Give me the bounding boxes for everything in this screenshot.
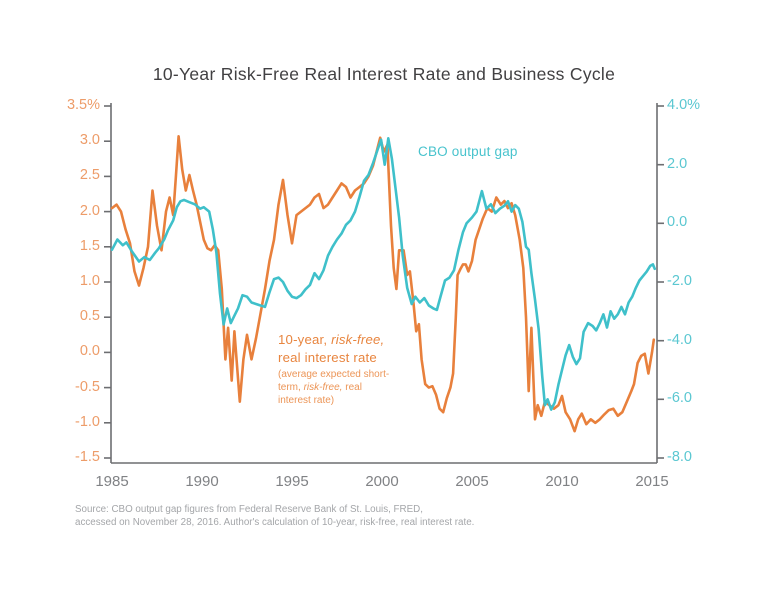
x-axis-tick-label: 1995 [275,473,309,490]
interest-rate-series-line [110,135,656,433]
left-axis-tick-label: 0.5 [79,308,100,324]
right-axis-tick-label: -8.0 [667,449,692,465]
output-gap-series-line [110,137,657,411]
left-axis-tick-label: -0.5 [75,379,100,395]
rate-label-small-line1: (average expected short- [278,369,390,380]
left-axis-tick-label: 1.5 [79,238,100,254]
right-axis-tick-label: -4.0 [667,332,692,348]
rate-label-parenthetical: (average expected short- term, risk-free… [278,369,389,407]
rate-label-small-line3: interest rate) [278,394,335,406]
rate-label-line1-italic: risk-free, [331,332,385,347]
rate-label-line2: real interest rate [278,349,377,365]
right-axis-tick-label: -6.0 [667,390,692,406]
left-axis-tick-label: 2.0 [79,203,100,219]
left-axis-tick-label: 2.5 [79,167,100,183]
source-note: Source: CBO output gap figures from Fede… [75,504,474,529]
x-axis-tick-label: 2005 [455,473,489,490]
left-axis-tick-label: 3.5% [66,97,100,113]
left-axis-tick-label: 1.0 [79,273,100,289]
chart-title: 10-Year Risk-Free Real Interest Rate and… [152,64,616,84]
x-axis-tick-label: 1985 [95,473,129,490]
x-axis-tick-label: 2010 [545,473,579,490]
left-axis-tick-label: 3.0 [79,132,100,148]
right-axis-tick-label: 4.0% [667,97,701,113]
rate-label-small-line2-a: term, [278,381,304,393]
rate-label-small-line2-c: real [342,381,362,393]
right-axis-tick-label: 0.0 [667,214,688,230]
source-note-line1: Source: CBO output gap figures from Fede… [75,504,423,515]
rate-label-line1-text: 10-year, [278,332,332,347]
left-axis-tick-label: -1.0 [75,414,100,430]
right-axis-tick-label: 2.0 [667,156,688,172]
x-axis-tick-label: 2015 [635,473,669,490]
cbo-output-gap-series-label: CBO output gap [418,144,518,159]
x-axis-tick-label: 2000 [365,473,399,490]
left-axis-tick-label: 0.0 [79,343,100,359]
right-axis-tick-label: -2.0 [667,273,692,289]
source-note-line2: accessed on November 28, 2016. Author's … [75,516,475,528]
rate-label-small-line2-italic: risk-free, [303,381,343,393]
rate-label-line1: 10-year, risk-free, [278,331,389,349]
x-axis-tick-label: 1990 [185,473,219,490]
rate-label-small-line2: term, risk-free, real [278,382,389,395]
left-axis-tick-label: -1.5 [75,449,100,465]
interest-rate-series-label: 10-year, risk-free, real interest rate (… [278,331,389,407]
